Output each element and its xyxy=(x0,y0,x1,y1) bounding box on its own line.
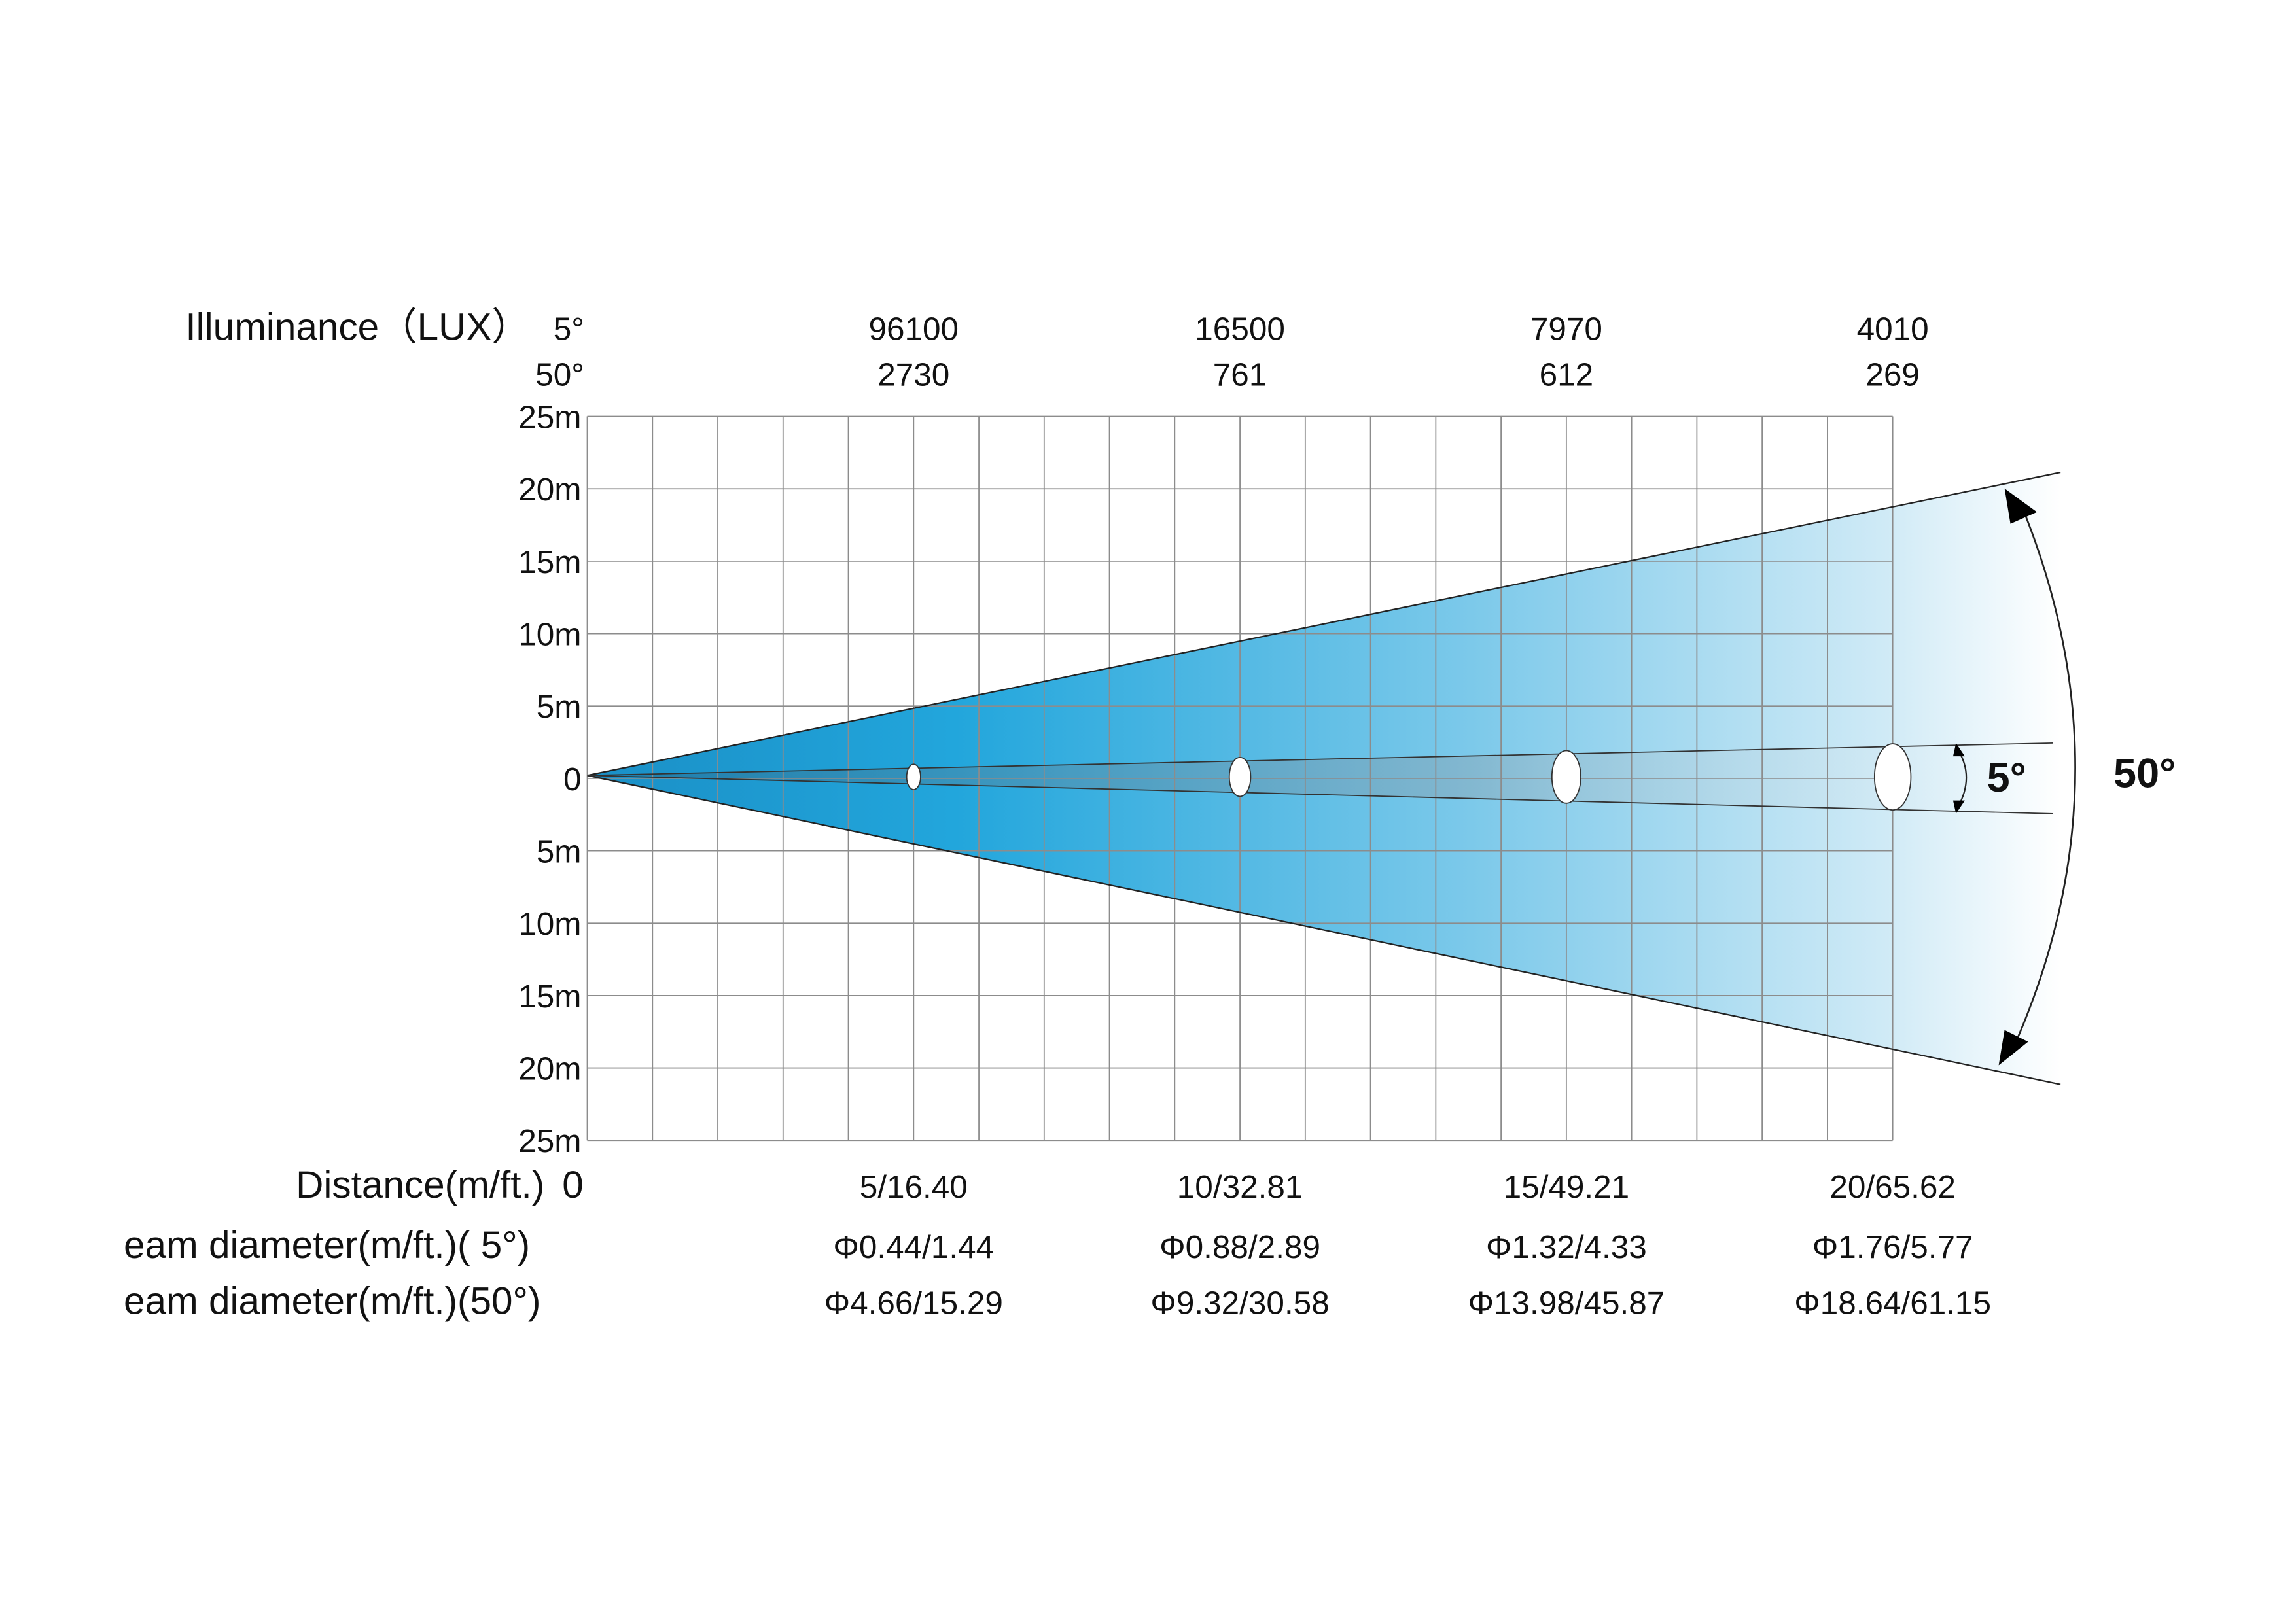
lux-value-50deg: 2730 xyxy=(877,357,949,393)
diameter-label-5: eam diameter(m/ft.)( 5°) xyxy=(124,1224,530,1266)
illuminance-label: Illuminance（LUX） xyxy=(185,306,529,349)
distance-value: 15/49.21 xyxy=(1504,1169,1630,1205)
distance-value: 20/65.62 xyxy=(1829,1169,1956,1205)
lux-value-5deg: 4010 xyxy=(1857,311,1929,347)
y-tick-label: 5m xyxy=(537,689,582,725)
narrow-beam-lower-edge xyxy=(587,775,2053,814)
distance-value: 10/32.81 xyxy=(1177,1169,1303,1205)
diameter-50deg-value: Φ4.66/15.29 xyxy=(824,1285,1003,1321)
narrow-angle-label: 5° xyxy=(1987,755,2026,801)
lux-value-50deg: 269 xyxy=(1865,357,1920,393)
angle-label-50: 50° xyxy=(535,357,584,393)
beam-spots xyxy=(906,743,1912,811)
lux-value-50deg: 612 xyxy=(1540,357,1594,393)
y-tick-label: 25m xyxy=(518,400,581,436)
diameter-5deg-value: Φ1.32/4.33 xyxy=(1486,1229,1647,1265)
y-tick-label: 15m xyxy=(518,544,581,580)
distance-label: Distance(m/ft.) xyxy=(296,1164,544,1206)
wide-angle-arc xyxy=(2012,500,2076,1049)
arrow-down-icon xyxy=(1998,1030,2028,1066)
y-tick-label: 10m xyxy=(518,906,581,942)
marks: 5° 50° xyxy=(587,471,2176,1085)
narrow-beam-upper-edge xyxy=(587,742,2053,777)
wide-angle-label: 50° xyxy=(2113,750,2176,796)
lux-value-5deg: 16500 xyxy=(1195,311,1285,347)
arrow-up-icon xyxy=(2004,488,2038,524)
angle-label-5: 5° xyxy=(554,311,584,347)
diameter-50deg-value: Φ9.32/30.58 xyxy=(1150,1285,1329,1321)
y-tick-label: 5m xyxy=(537,834,582,870)
distance-zero: 0 xyxy=(562,1164,584,1206)
diameter-label-50: eam diameter(m/ft.)(50°) xyxy=(124,1280,540,1323)
beam-spot-ellipse xyxy=(1873,743,1912,811)
y-tick-label: 0 xyxy=(563,761,582,797)
y-tick-label: 25m xyxy=(518,1123,581,1159)
lux-value-5deg: 96100 xyxy=(869,311,959,347)
beam-spot-ellipse xyxy=(1228,756,1252,797)
beam-spot-ellipse xyxy=(1551,750,1581,804)
diameter-50deg-value: Φ13.98/45.87 xyxy=(1468,1285,1665,1321)
diameter-5deg-value: Φ0.88/2.89 xyxy=(1159,1229,1320,1265)
wide-beam-lower-edge xyxy=(587,775,2061,1085)
diameter-5deg-value: Φ0.44/1.44 xyxy=(833,1229,994,1265)
y-tick-label: 20m xyxy=(518,472,581,508)
lux-value-5deg: 7970 xyxy=(1530,311,1602,347)
labels: Distance(m/ft.) 0 eam diameter(m/ft.)( 5… xyxy=(124,311,1991,1323)
distance-value: 5/16.40 xyxy=(860,1169,968,1205)
small-arrow-up-icon xyxy=(1952,742,1965,757)
beam-spot-ellipse xyxy=(906,763,921,790)
diameter-5deg-value: Φ1.76/5.77 xyxy=(1812,1229,1973,1265)
y-tick-label: 15m xyxy=(518,979,581,1015)
y-tick-label: 20m xyxy=(518,1051,581,1087)
wide-beam-upper-edge xyxy=(587,471,2061,777)
diameter-50deg-value: Φ18.64/61.15 xyxy=(1794,1285,1991,1321)
y-tick-label: 10m xyxy=(518,617,581,653)
lux-value-50deg: 761 xyxy=(1213,357,1267,393)
small-arrow-down-icon xyxy=(1952,800,1965,814)
